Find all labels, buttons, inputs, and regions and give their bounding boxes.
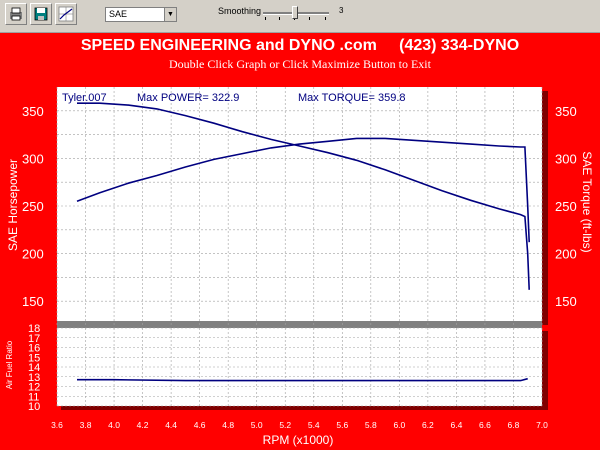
afr-tick-label: 18 xyxy=(28,323,40,335)
x-tick-label: 4.2 xyxy=(137,420,149,430)
afr-tick-label: 14 xyxy=(28,362,40,374)
graph-icon[interactable] xyxy=(55,3,77,25)
x-tick-label: 4.8 xyxy=(222,420,234,430)
grid-lines xyxy=(56,87,543,407)
x-tick-label: 6.8 xyxy=(508,420,520,430)
x-tick-label: 4.0 xyxy=(108,420,120,430)
slider-tick xyxy=(325,17,326,20)
correction-select-value: SAE xyxy=(109,9,128,19)
smoothing-slider-thumb[interactable] xyxy=(292,6,298,19)
slider-tick xyxy=(265,17,266,20)
x-tick-label: 4.6 xyxy=(194,420,206,430)
x-tick-label: 3.6 xyxy=(51,420,63,430)
x-tick-label: 5.8 xyxy=(365,420,377,430)
x-tick-label: 6.2 xyxy=(422,420,434,430)
air-fuel-line xyxy=(77,377,528,382)
afr-axis-label: Air Fuel Ratio xyxy=(5,340,14,389)
y-axis-label-left: SAE Horsepower xyxy=(6,159,20,251)
x-tick-label: 4.4 xyxy=(165,420,177,430)
y-tick-label-left: 200 xyxy=(22,247,44,262)
slider-tick xyxy=(279,17,280,20)
afr-tick-label: 10 xyxy=(28,401,40,413)
x-tick-label: 5.0 xyxy=(251,420,263,430)
y-tick-label-right: 300 xyxy=(555,151,577,166)
toolbar: SAE ▼ Smoothing 3 xyxy=(0,0,600,33)
x-tick-label: 5.6 xyxy=(336,420,348,430)
legend-run: Tyler.007 xyxy=(62,92,107,104)
plot-shadow xyxy=(61,406,548,410)
horsepower-line xyxy=(76,137,530,243)
print-icon[interactable] xyxy=(5,3,27,25)
afr-tick-label: 12 xyxy=(28,382,40,394)
plot-shadow xyxy=(542,91,548,325)
torque-line xyxy=(77,102,530,290)
y-axis-label-right: SAE Torque (ft-lbs) xyxy=(580,151,594,252)
smoothing-value: 3 xyxy=(339,6,344,15)
y-tick-label-right: 250 xyxy=(555,199,577,214)
x-tick-label: 5.4 xyxy=(308,420,320,430)
afr-tick-label: 17 xyxy=(28,333,40,345)
afr-tick-label: 16 xyxy=(28,343,40,355)
chevron-down-icon[interactable]: ▼ xyxy=(164,8,176,21)
legend-max-torque: Max TORQUE= 359.8 xyxy=(298,92,406,104)
page-title: SPEED ENGINEERING and DYNO .com (423) 33… xyxy=(80,37,520,54)
y-tick-label-left: 300 xyxy=(22,151,44,166)
data-lines xyxy=(76,102,530,382)
y-tick-label-left: 250 xyxy=(22,199,44,214)
correction-select[interactable]: SAE ▼ xyxy=(105,7,177,22)
legend-max-power: Max POWER= 322.9 xyxy=(137,92,239,104)
plot-shadow xyxy=(542,331,548,410)
x-tick-label: 6.6 xyxy=(479,420,491,430)
smoothing-label: Smoothing xyxy=(218,6,262,16)
afr-tick-label: 11 xyxy=(28,391,39,403)
x-tick-label: 6.4 xyxy=(450,420,462,430)
y-tick-label-right: 350 xyxy=(555,104,577,119)
x-tick-label: 6.0 xyxy=(393,420,405,430)
y-tick-label-left: 350 xyxy=(22,104,44,119)
y-tick-label-right: 150 xyxy=(555,294,577,309)
slider-tick xyxy=(309,17,310,20)
afr-tick-label: 13 xyxy=(28,372,40,384)
x-tick-label: 3.8 xyxy=(80,420,92,430)
x-axis-label: RPM (x1000) xyxy=(263,433,334,447)
x-tick-label: 7.0 xyxy=(536,420,548,430)
x-tick-label: 5.2 xyxy=(279,420,291,430)
afr-tick-label: 15 xyxy=(28,352,40,364)
y-tick-label-left: 150 xyxy=(22,294,44,309)
page-subtitle: Double Click Graph or Click Maximize But… xyxy=(169,57,431,71)
y-tick-label-right: 200 xyxy=(555,247,577,262)
tick-labels: 3.6 3.8 4.0 4.2 4.4 4.6 4.8 5.0 5.2 5.4 5.6 5.8 6.0 6… xyxy=(22,104,577,430)
plot-divider xyxy=(57,321,542,328)
save-icon[interactable] xyxy=(30,3,52,25)
